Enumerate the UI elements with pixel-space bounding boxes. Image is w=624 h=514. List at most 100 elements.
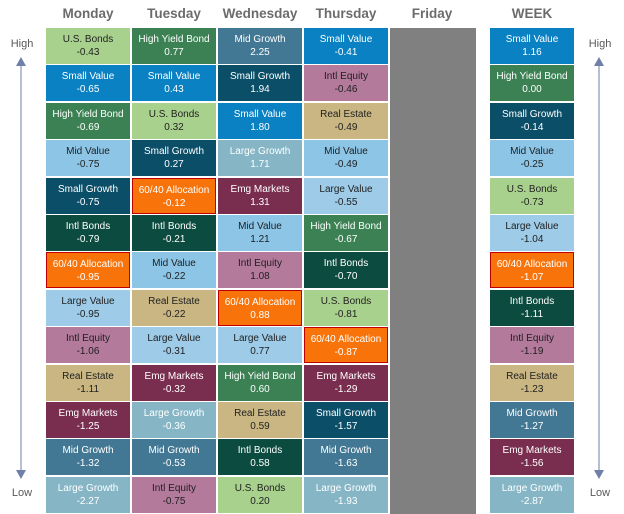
cell-label: Intl Bonds	[323, 258, 369, 270]
cell-thursday-large-value: Large Value -0.55	[304, 177, 388, 214]
cell-monday-small-value: Small Value -0.65	[46, 65, 130, 102]
cell-value: 0.88	[250, 309, 270, 321]
cell-label: Small Growth	[143, 146, 204, 158]
cell-wednesday-intl-bonds: Intl Bonds 0.58	[218, 439, 302, 476]
cell-value: -1.11	[520, 308, 544, 320]
cell-value: -1.63	[334, 458, 358, 470]
cell-thursday-mid-growth: Mid Growth -1.63	[304, 439, 388, 476]
cell-value: 0.77	[164, 47, 184, 58]
cell-week-small-growth: Small Growth -0.14	[490, 102, 574, 139]
cell-label: Intl Bonds	[237, 445, 283, 457]
cell-label: Large Value	[319, 183, 373, 195]
cell-thursday-u-s-bonds: U.S. Bonds -0.81	[304, 289, 388, 326]
cell-value: 0.27	[164, 159, 184, 171]
cell-thursday-large-growth: Large Growth -1.93	[304, 476, 388, 513]
cell-value: -0.75	[162, 495, 186, 507]
cell-label: Small Value	[505, 34, 559, 45]
cell-label: Mid Growth	[234, 34, 286, 45]
low-label-left: Low	[11, 487, 33, 499]
cell-value: 2.25	[250, 47, 270, 58]
cell-label: High Yield Bond	[138, 34, 210, 45]
cell-week-small-value: Small Value 1.16	[490, 28, 574, 64]
cell-monday-real-estate: Real Estate -1.11	[46, 364, 130, 401]
cell-label: Real Estate	[148, 295, 200, 307]
cell-monday-emg-markets: Emg Markets -1.25	[46, 402, 130, 438]
cell-label: Mid Growth	[506, 408, 558, 419]
cell-value: 0.20	[250, 495, 270, 507]
cell-label: High Yield Bond	[496, 71, 568, 83]
cell-wednesday-large-growth: Large Growth 1.71	[218, 140, 302, 177]
cell-value: -0.53	[162, 458, 186, 470]
cell-value: -0.95	[76, 272, 100, 284]
cell-monday-intl-equity: Intl Equity -1.06	[46, 327, 130, 364]
cell-tuesday-mid-growth: Mid Growth -0.53	[132, 439, 216, 476]
cell-label: Real Estate	[234, 408, 286, 419]
cell-monday-intl-bonds: Intl Bonds -0.79	[46, 215, 130, 251]
cell-tuesday-mid-value: Mid Value -0.22	[132, 252, 216, 289]
cell-thursday-emg-markets: Emg Markets -1.29	[304, 364, 388, 401]
cell-label: High Yield Bond	[224, 370, 296, 382]
cell-value: -0.79	[76, 234, 100, 245]
cell-label: High Yield Bond	[52, 108, 124, 120]
cell-label: High Yield Bond	[310, 221, 382, 232]
cell-thursday-60-40-allocation: 60/40 Allocation -0.87	[304, 327, 388, 364]
cell-value: 1.16	[522, 47, 542, 58]
cell-value: -0.14	[520, 121, 544, 133]
up-down-arrow-right-icon	[594, 57, 604, 479]
cell-value: -0.31	[162, 346, 186, 358]
cell-value: 1.21	[250, 234, 270, 245]
cell-wednesday-real-estate: Real Estate 0.59	[218, 402, 302, 438]
cell-tuesday-60-40-allocation: 60/40 Allocation -0.12	[132, 177, 216, 214]
cell-label: Mid Value	[66, 146, 110, 158]
cell-value: 0.77	[250, 346, 270, 358]
cell-label: Real Estate	[320, 108, 372, 120]
low-label-right: Low	[589, 487, 611, 499]
cell-value: 0.60	[250, 383, 270, 395]
cell-wednesday-emg-markets: Emg Markets 1.31	[218, 177, 302, 214]
cell-label: Large Value	[61, 295, 115, 307]
cell-label: Emg Markets	[58, 408, 118, 419]
cell-value: 1.31	[250, 196, 270, 208]
cell-thursday-intl-bonds: Intl Bonds -0.70	[304, 252, 388, 289]
cell-week-mid-value: Mid Value -0.25	[490, 140, 574, 177]
cell-label: Intl Equity	[66, 333, 110, 345]
cell-label: Emg Markets	[230, 183, 290, 195]
cell-label: Large Growth	[143, 408, 205, 419]
cell-label: Intl Equity	[238, 258, 282, 270]
cell-label: 60/40 Allocation	[52, 259, 124, 271]
cell-value: 1.08	[250, 271, 270, 283]
cell-label: Emg Markets	[144, 370, 204, 382]
header-wednesday: Wednesday	[222, 6, 298, 21]
cell-value: -0.75	[76, 159, 100, 171]
cell-value: -1.23	[520, 383, 544, 395]
cell-label: Small Growth	[57, 183, 118, 195]
cell-wednesday-u-s-bonds: U.S. Bonds 0.20	[218, 476, 302, 513]
cell-label: Large Growth	[315, 482, 377, 494]
cell-label: Intl Bonds	[65, 221, 111, 232]
cell-value: -0.43	[76, 47, 100, 58]
cell-monday-high-yield-bond: High Yield Bond -0.69	[46, 102, 130, 139]
cell-label: Large Growth	[229, 146, 291, 158]
cell-label: Small Value	[319, 34, 373, 45]
cell-value: -1.25	[76, 421, 100, 432]
cell-value: -0.32	[162, 383, 186, 395]
cell-week-intl-equity: Intl Equity -1.19	[490, 327, 574, 364]
cell-value: -2.27	[76, 495, 100, 507]
cell-value: -1.93	[334, 495, 358, 507]
cell-value: -1.32	[76, 458, 100, 470]
up-down-arrow-left-icon	[16, 57, 26, 479]
cell-value: -0.55	[334, 196, 358, 208]
header-week: WEEK	[511, 6, 553, 21]
cell-value: -0.65	[76, 84, 100, 96]
cell-thursday-high-yield-bond: High Yield Bond -0.67	[304, 215, 388, 251]
cell-label: Real Estate	[506, 370, 558, 382]
cell-tuesday-large-value: Large Value -0.31	[132, 327, 216, 364]
cell-value: 0.59	[250, 421, 270, 432]
cell-label: Mid Value	[238, 221, 282, 232]
cell-tuesday-intl-equity: Intl Equity -0.75	[132, 476, 216, 513]
cell-label: Small Growth	[501, 108, 562, 120]
cell-monday-mid-value: Mid Value -0.75	[46, 140, 130, 177]
cell-value: -1.27	[520, 421, 544, 432]
cell-label: Large Value	[233, 333, 287, 345]
cell-value: 1.71	[250, 159, 270, 171]
